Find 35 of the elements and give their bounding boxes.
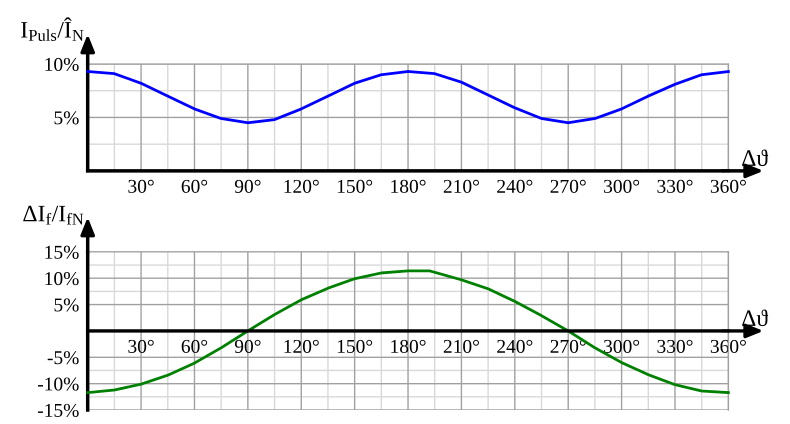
y-tick-label: -10% [38,377,79,391]
x-tick-label: 90° [234,180,261,193]
x-tick-label: 210° [444,340,479,353]
y-tick-label: -5% [48,351,79,364]
x-tick-label: 240° [497,180,532,193]
x-tick-label: 90° [234,340,261,353]
x-tick-label: 150° [338,340,372,353]
y-axis-title: I$_{Puls}$/Î$_{N}$ [21,17,84,41]
x-tick-label: 120° [284,180,319,193]
y-tick-label: -15% [38,404,79,418]
x-tick-label: 30° [128,180,154,193]
x-tick-label: 300° [604,340,640,353]
x-tick-label: 240° [497,340,532,353]
y-axis-title: ΔI$_{f}$/I$_{fN}$ [23,206,84,225]
y-tick-label: 15% [45,246,79,259]
y-tick-label: 5% [54,298,79,312]
y-tick-label: 10% [45,58,79,72]
x-tick-label: 180° [391,180,426,193]
y-tick-label: 10% [45,272,79,286]
x-tick-label: 210° [444,180,479,193]
x-tick-label: 180° [391,340,426,353]
x-tick-label: 360° [710,340,746,353]
x-tick-label: 360° [710,180,746,193]
x-tick-label: 270° [550,180,586,193]
x-tick-label: 150° [338,180,372,193]
x-tick-label: 30° [128,340,154,353]
x-tick-label: 330° [657,180,693,193]
x-tick-label: 330° [657,340,693,353]
x-tick-label: 60° [182,340,208,353]
x-tick-label: 120° [284,340,319,353]
x-tick-label: 60° [182,180,208,193]
line-series [86,70,730,124]
y-tick-label: 5% [54,111,79,124]
x-tick-label: 270° [550,340,586,353]
x-tick-label: 300° [604,180,640,193]
